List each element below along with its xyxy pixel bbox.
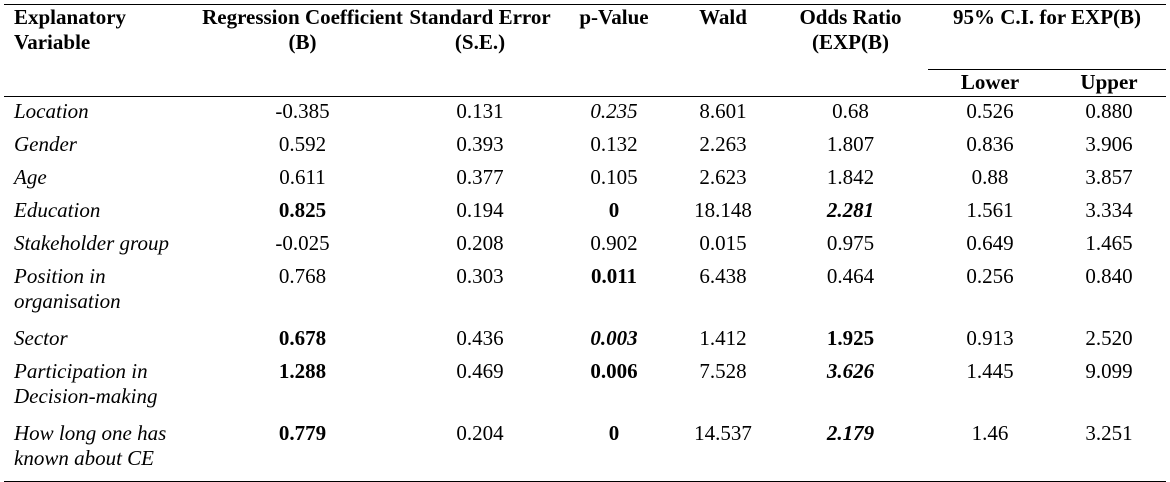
table-row: Participation in Decision-making 1.288 0…	[4, 357, 1166, 419]
row-standard-error: 0.208	[456, 231, 504, 255]
row-wald: 2.623	[699, 165, 747, 189]
row-variable: How long one has known about CE	[4, 419, 200, 482]
row-coefficient: 0.779	[200, 419, 405, 482]
regression-table: Explanatory Variable Regression Coeffici…	[4, 4, 1167, 482]
row-odds-ratio: 1.925	[826, 326, 875, 350]
row-ci-upper: 3.857	[1085, 165, 1133, 189]
row-wald: 2.263	[699, 132, 747, 156]
row-ci-lower: 0.836	[966, 132, 1014, 156]
row-ci-lower: 0.256	[966, 264, 1014, 288]
row-odds-ratio: 0.68	[832, 99, 869, 123]
table-row: Age 0.611 0.377 0.105 2.623 1.842 0.88 3…	[4, 163, 1166, 196]
row-odds-ratio: 1.807	[826, 132, 875, 156]
row-wald: 6.438	[699, 264, 747, 288]
table-row: Position in organisation 0.768 0.303 0.0…	[4, 262, 1166, 324]
row-wald: 18.148	[694, 198, 752, 222]
header-odds-ratio: Odds Ratio (EXP(B)	[773, 4, 928, 96]
header-standard-error: Standard Error (S.E.)	[405, 4, 555, 96]
row-wald: 1.412	[699, 326, 747, 350]
row-wald: 7.528	[699, 359, 747, 383]
row-coefficient: 0.611	[279, 165, 326, 189]
row-p-value: 0.006	[590, 359, 638, 383]
row-ci-lower: 0.649	[966, 231, 1014, 255]
table-row: Gender 0.592 0.393 0.132 2.263 1.807 0.8…	[4, 130, 1166, 163]
table-row: Location -0.385 0.131 0.235 8.601 0.68 0…	[4, 97, 1166, 131]
row-ci-lower: 1.46	[928, 419, 1052, 482]
row-coefficient: 0.768	[278, 264, 327, 288]
row-variable: Education	[14, 198, 101, 222]
table-row: Sector 0.678 0.436 0.003 1.412 1.925 0.9…	[4, 324, 1166, 357]
header-ci-upper: Upper	[1080, 70, 1138, 94]
header-confidence-interval: 95% C.I. for EXP(B)	[928, 4, 1167, 70]
row-variable: Position in organisation	[14, 264, 121, 313]
regression-table-page: Explanatory Variable Regression Coeffici…	[4, 4, 1167, 482]
row-standard-error: 0.377	[456, 165, 504, 189]
row-standard-error: 0.436	[456, 326, 504, 350]
row-ci-lower: 1.561	[966, 198, 1014, 222]
row-variable: Stakeholder group	[14, 231, 169, 255]
row-standard-error: 0.469	[456, 359, 504, 383]
row-ci-upper: 3.251	[1052, 419, 1167, 482]
row-coefficient: 0.592	[278, 132, 327, 156]
row-ci-lower: 1.445	[966, 359, 1014, 383]
row-wald: 14.537	[673, 419, 773, 482]
row-ci-lower: 0.88	[971, 165, 1009, 189]
row-ci-upper: 2.520	[1085, 326, 1133, 350]
row-p-value: 0.235	[590, 99, 638, 123]
row-ci-lower: 0.526	[966, 99, 1014, 123]
row-ci-upper: 9.099	[1085, 359, 1133, 383]
row-p-value: 0.003	[590, 326, 638, 350]
row-wald: 0.015	[699, 231, 747, 255]
row-ci-lower: 0.913	[966, 326, 1014, 350]
row-standard-error: 0.303	[456, 264, 504, 288]
row-coefficient: 0.678	[278, 326, 327, 350]
row-coefficient: 1.288	[278, 359, 327, 383]
row-p-value: 0.902	[590, 231, 638, 255]
row-ci-upper: 0.880	[1085, 99, 1133, 123]
table-row: How long one has known about CE 0.779 0.…	[4, 419, 1167, 482]
row-ci-upper: 3.906	[1085, 132, 1133, 156]
row-odds-ratio: 2.281	[826, 198, 875, 222]
row-standard-error: 0.194	[456, 198, 504, 222]
row-p-value: 0.105	[590, 165, 638, 189]
row-p-value: 0	[608, 198, 620, 222]
row-odds-ratio: 1.842	[826, 165, 875, 189]
row-variable: Gender	[14, 132, 77, 156]
row-odds-ratio: 3.626	[826, 359, 875, 383]
row-coefficient: -0.385	[275, 99, 330, 123]
row-odds-ratio: 0.975	[826, 231, 875, 255]
header-regression-coefficient: Regression Coefficient (B)	[200, 4, 405, 96]
header-p-value: p-Value	[555, 4, 673, 96]
row-ci-upper: 0.840	[1085, 264, 1133, 288]
header-wald: Wald	[673, 4, 773, 96]
row-coefficient: 0.825	[278, 198, 327, 222]
row-ci-upper: 3.334	[1085, 198, 1133, 222]
row-variable: Sector	[14, 326, 68, 350]
row-variable: Participation in Decision-making	[14, 359, 158, 408]
table-row: Stakeholder group -0.025 0.208 0.902 0.0…	[4, 229, 1166, 262]
row-standard-error: 0.393	[456, 132, 504, 156]
header-explanatory-variable: Explanatory Variable	[4, 4, 200, 96]
row-standard-error: 0.204	[405, 419, 555, 482]
row-p-value: 0.132	[590, 132, 638, 156]
table-row: Education 0.825 0.194 0 18.148 2.281 1.5…	[4, 196, 1166, 229]
header-ci-lower: Lower	[960, 70, 1020, 94]
row-variable: Age	[14, 165, 47, 189]
row-wald: 8.601	[699, 99, 747, 123]
row-p-value: 0.011	[590, 264, 638, 288]
row-coefficient: -0.025	[275, 231, 330, 255]
row-ci-upper: 1.465	[1085, 231, 1133, 255]
row-odds-ratio: 0.464	[826, 264, 875, 288]
row-standard-error: 0.131	[456, 99, 504, 123]
row-p-value: 0	[555, 419, 673, 482]
row-variable: Location	[14, 99, 89, 123]
row-odds-ratio: 2.179	[773, 419, 928, 482]
